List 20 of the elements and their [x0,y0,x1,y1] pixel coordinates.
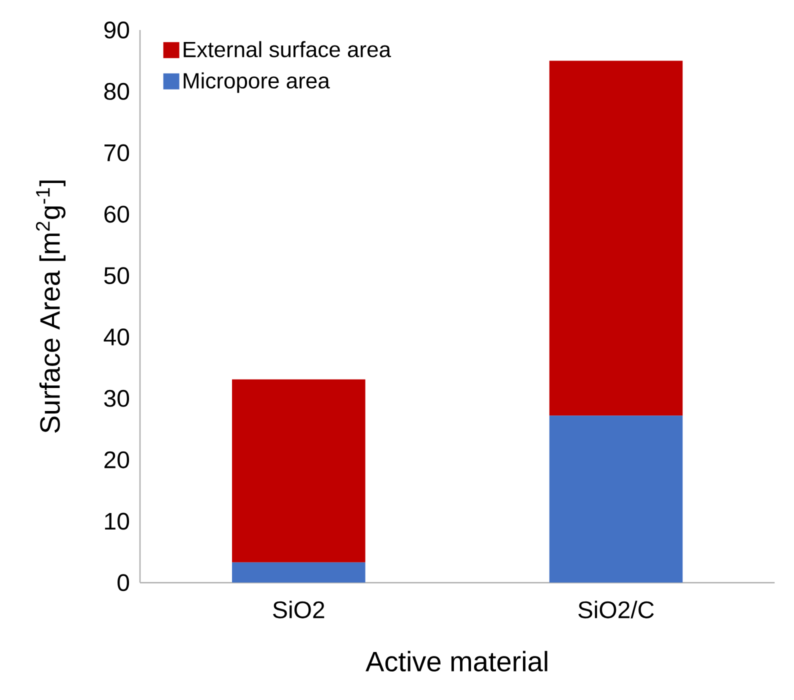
x-tick-label: SiO2/C [578,600,654,618]
y-tick-label: 80 [104,82,130,100]
x-axis-title: Active material [366,650,548,672]
y-axis-title: Surface Area [m$^{2}$g$^{-1}$] [36,180,66,433]
bar [232,562,366,583]
y-tick-label: 10 [105,512,130,530]
x-tick-label: SiO2 [273,600,324,618]
legend-label: External surface area [184,41,392,58]
bar [232,379,366,562]
y-tick-label: 50 [104,267,130,284]
y-tick-label: 40 [104,328,130,346]
bar [549,60,683,416]
y-tick-label: 60 [104,206,130,223]
y-tick-label: 70 [104,144,130,162]
y-tick-label: 20 [104,451,130,468]
y-tick-label: 0 [118,574,130,592]
y-tick-label: 30 [104,390,130,407]
legend-label: Micropore area [184,72,330,93]
y-tick-label: 90 [104,22,130,39]
bar [549,416,683,583]
